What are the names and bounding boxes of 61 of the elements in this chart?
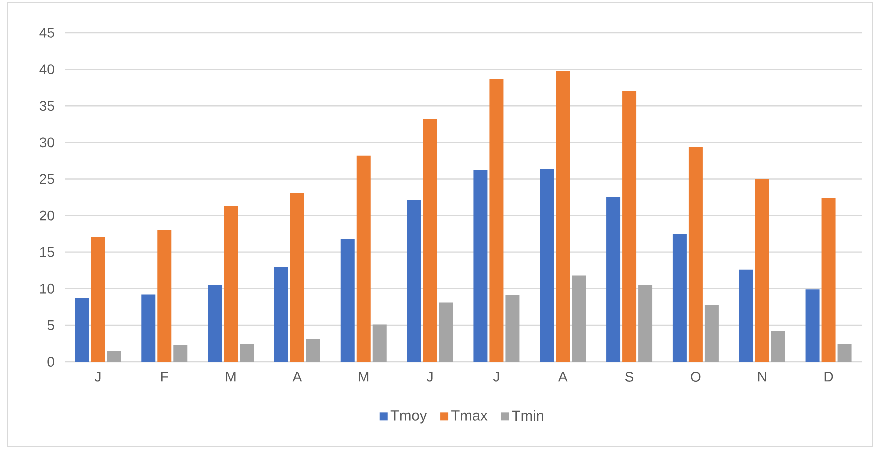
bar	[290, 193, 304, 362]
y-tick-label: 40	[40, 64, 54, 75]
bar	[240, 344, 254, 362]
bar	[142, 294, 156, 362]
legend-label: Tmoy	[390, 410, 428, 424]
bar	[490, 79, 504, 362]
y-tick-label: 25	[40, 174, 54, 184]
bar	[91, 236, 106, 362]
legend-label: Tmin	[512, 410, 544, 421]
bar	[474, 170, 488, 362]
bar	[739, 270, 754, 362]
y-tick-label: 0	[48, 357, 54, 367]
bar	[174, 345, 188, 362]
x-tick-label: O	[691, 372, 701, 382]
bar	[306, 339, 320, 362]
x-tick-label: M	[359, 372, 369, 382]
bar	[688, 147, 703, 362]
y-tick-label: 10	[40, 284, 54, 294]
x-tick-label: F	[162, 372, 168, 382]
x-tick-label: A	[558, 372, 568, 382]
bar	[356, 156, 371, 362]
bar	[506, 295, 520, 362]
y-tick-label: 20	[40, 210, 54, 221]
y-tick-label: 35	[40, 101, 54, 112]
bar	[606, 197, 621, 362]
bar	[208, 285, 222, 362]
x-tick-label: S	[625, 372, 634, 382]
bar	[75, 298, 90, 362]
bar	[806, 290, 820, 362]
bar	[158, 230, 172, 362]
bar	[755, 179, 770, 362]
x-tick-label: J	[493, 372, 500, 382]
bar	[340, 239, 355, 362]
bar	[838, 344, 852, 362]
bar	[638, 285, 653, 362]
bar	[622, 91, 637, 362]
bar	[407, 200, 422, 362]
bar	[224, 206, 238, 362]
x-tick-label: N	[758, 372, 766, 382]
bar	[672, 234, 687, 362]
x-tick-label: J	[427, 372, 433, 382]
bar	[274, 266, 288, 362]
bar	[439, 302, 454, 362]
y-tick-label: 30	[40, 138, 54, 148]
legend-label: Tmax	[452, 410, 488, 421]
bar	[556, 71, 570, 362]
bar	[372, 324, 387, 362]
bar	[540, 168, 554, 362]
x-tick-label: D	[824, 372, 834, 382]
y-tick-label: 5	[48, 320, 54, 330]
y-tick-label: 45	[40, 28, 54, 38]
bar	[771, 331, 786, 362]
bar	[423, 119, 438, 362]
bar	[704, 304, 719, 362]
x-tick-label: A	[292, 372, 302, 382]
y-tick-label: 15	[40, 247, 54, 258]
bar	[572, 276, 586, 362]
x-tick-label: M	[226, 372, 236, 382]
bar	[107, 351, 122, 362]
x-tick-label: J	[94, 372, 101, 382]
bar	[822, 198, 836, 362]
